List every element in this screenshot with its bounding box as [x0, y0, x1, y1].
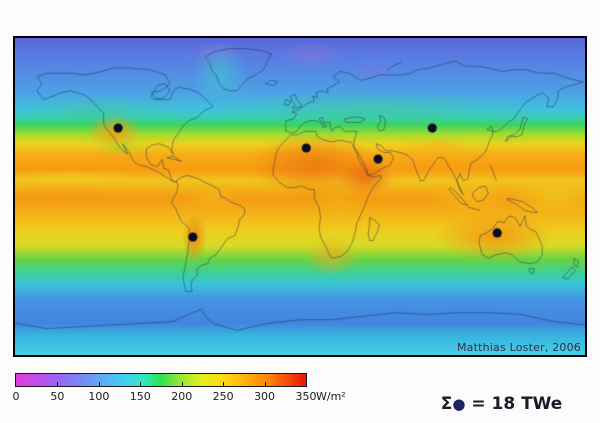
world-map: Matthias Loster, 2006 — [13, 36, 587, 357]
colorbar-tick-mark — [57, 382, 59, 387]
legend-equation: = 18 TWe — [465, 394, 563, 414]
irradiance-map-canvas — [15, 38, 585, 355]
colorbar-tick-label-100: 100 — [88, 390, 110, 403]
colorbar-gradient — [15, 373, 307, 387]
colorbar-tick-label-200: 200 — [171, 390, 193, 403]
colorbar-tick-mark — [181, 382, 183, 387]
colorbar-tick-label-300: 300 — [254, 390, 276, 403]
colorbar-unit-label: W/m² — [316, 390, 346, 403]
colorbar-tick-label-150: 150 — [129, 390, 151, 403]
colorbar-tick-mark — [223, 382, 225, 387]
colorbar-tick-label-0: 0 — [12, 390, 20, 403]
colorbar-tick-label-250: 250 — [212, 390, 234, 403]
colorbar-tick-mark — [140, 382, 142, 387]
colorbar-tick-mark — [98, 382, 100, 387]
colorbar-tick-label-50: 50 — [50, 390, 65, 403]
colorbar-tick-mark — [264, 382, 266, 387]
colorbar-tick-label-350: 350 — [295, 390, 317, 403]
total-power-legend: Σ● = 18 TWe — [417, 374, 563, 423]
map-attribution: Matthias Loster, 2006 — [456, 341, 581, 354]
sigma-symbol: Σ — [440, 394, 453, 414]
site-dot-glyph: ● — [452, 395, 466, 413]
